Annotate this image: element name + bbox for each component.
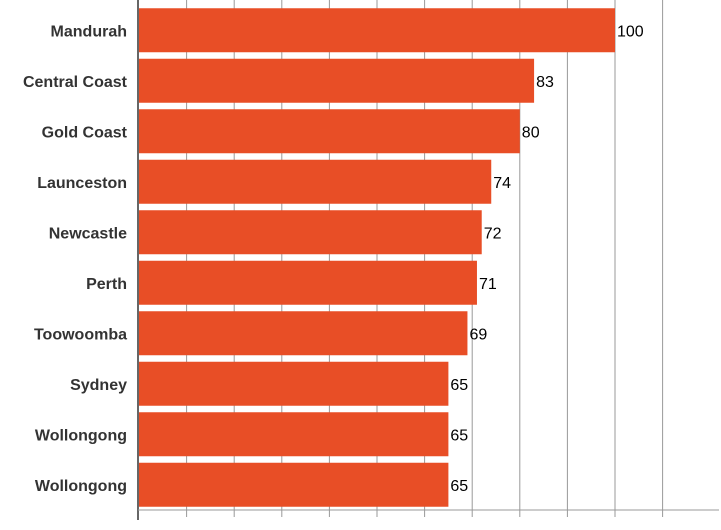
category-label: Launceston bbox=[37, 175, 127, 192]
bars bbox=[139, 8, 615, 507]
value-label: 71 bbox=[479, 276, 497, 293]
bar bbox=[139, 260, 477, 305]
axes bbox=[137, 0, 719, 520]
value-label: 69 bbox=[469, 326, 487, 343]
category-label: Sydney bbox=[70, 377, 127, 394]
category-label: Wollongong bbox=[35, 427, 127, 444]
bar bbox=[139, 109, 520, 154]
value-label: 65 bbox=[450, 427, 468, 444]
bar bbox=[139, 462, 449, 507]
value-label: 74 bbox=[493, 175, 511, 192]
bar bbox=[139, 361, 449, 406]
bar bbox=[139, 159, 492, 204]
value-label: 83 bbox=[536, 74, 554, 91]
category-label: Central Coast bbox=[23, 74, 128, 91]
value-label: 100 bbox=[617, 23, 644, 40]
bar bbox=[139, 58, 535, 103]
category-label: Wollongong bbox=[35, 478, 127, 495]
category-labels: Mandurah Central Coast Gold Coast Launcesto… bbox=[23, 23, 128, 495]
bar bbox=[139, 311, 468, 356]
value-label: 80 bbox=[522, 124, 540, 141]
category-label: Perth bbox=[86, 276, 127, 293]
bar bbox=[139, 412, 449, 457]
value-label: 65 bbox=[450, 377, 468, 394]
value-label: 65 bbox=[450, 478, 468, 495]
bar bbox=[139, 8, 615, 53]
category-label: Mandurah bbox=[51, 23, 127, 40]
category-label: Toowoomba bbox=[34, 326, 127, 343]
category-label: Gold Coast bbox=[42, 124, 128, 141]
bar bbox=[139, 210, 482, 255]
category-label: Newcastle bbox=[49, 225, 127, 242]
value-label: 72 bbox=[484, 225, 502, 242]
value-labels: 100 83 80 74 72 71 69 65 65 65 bbox=[450, 23, 643, 495]
